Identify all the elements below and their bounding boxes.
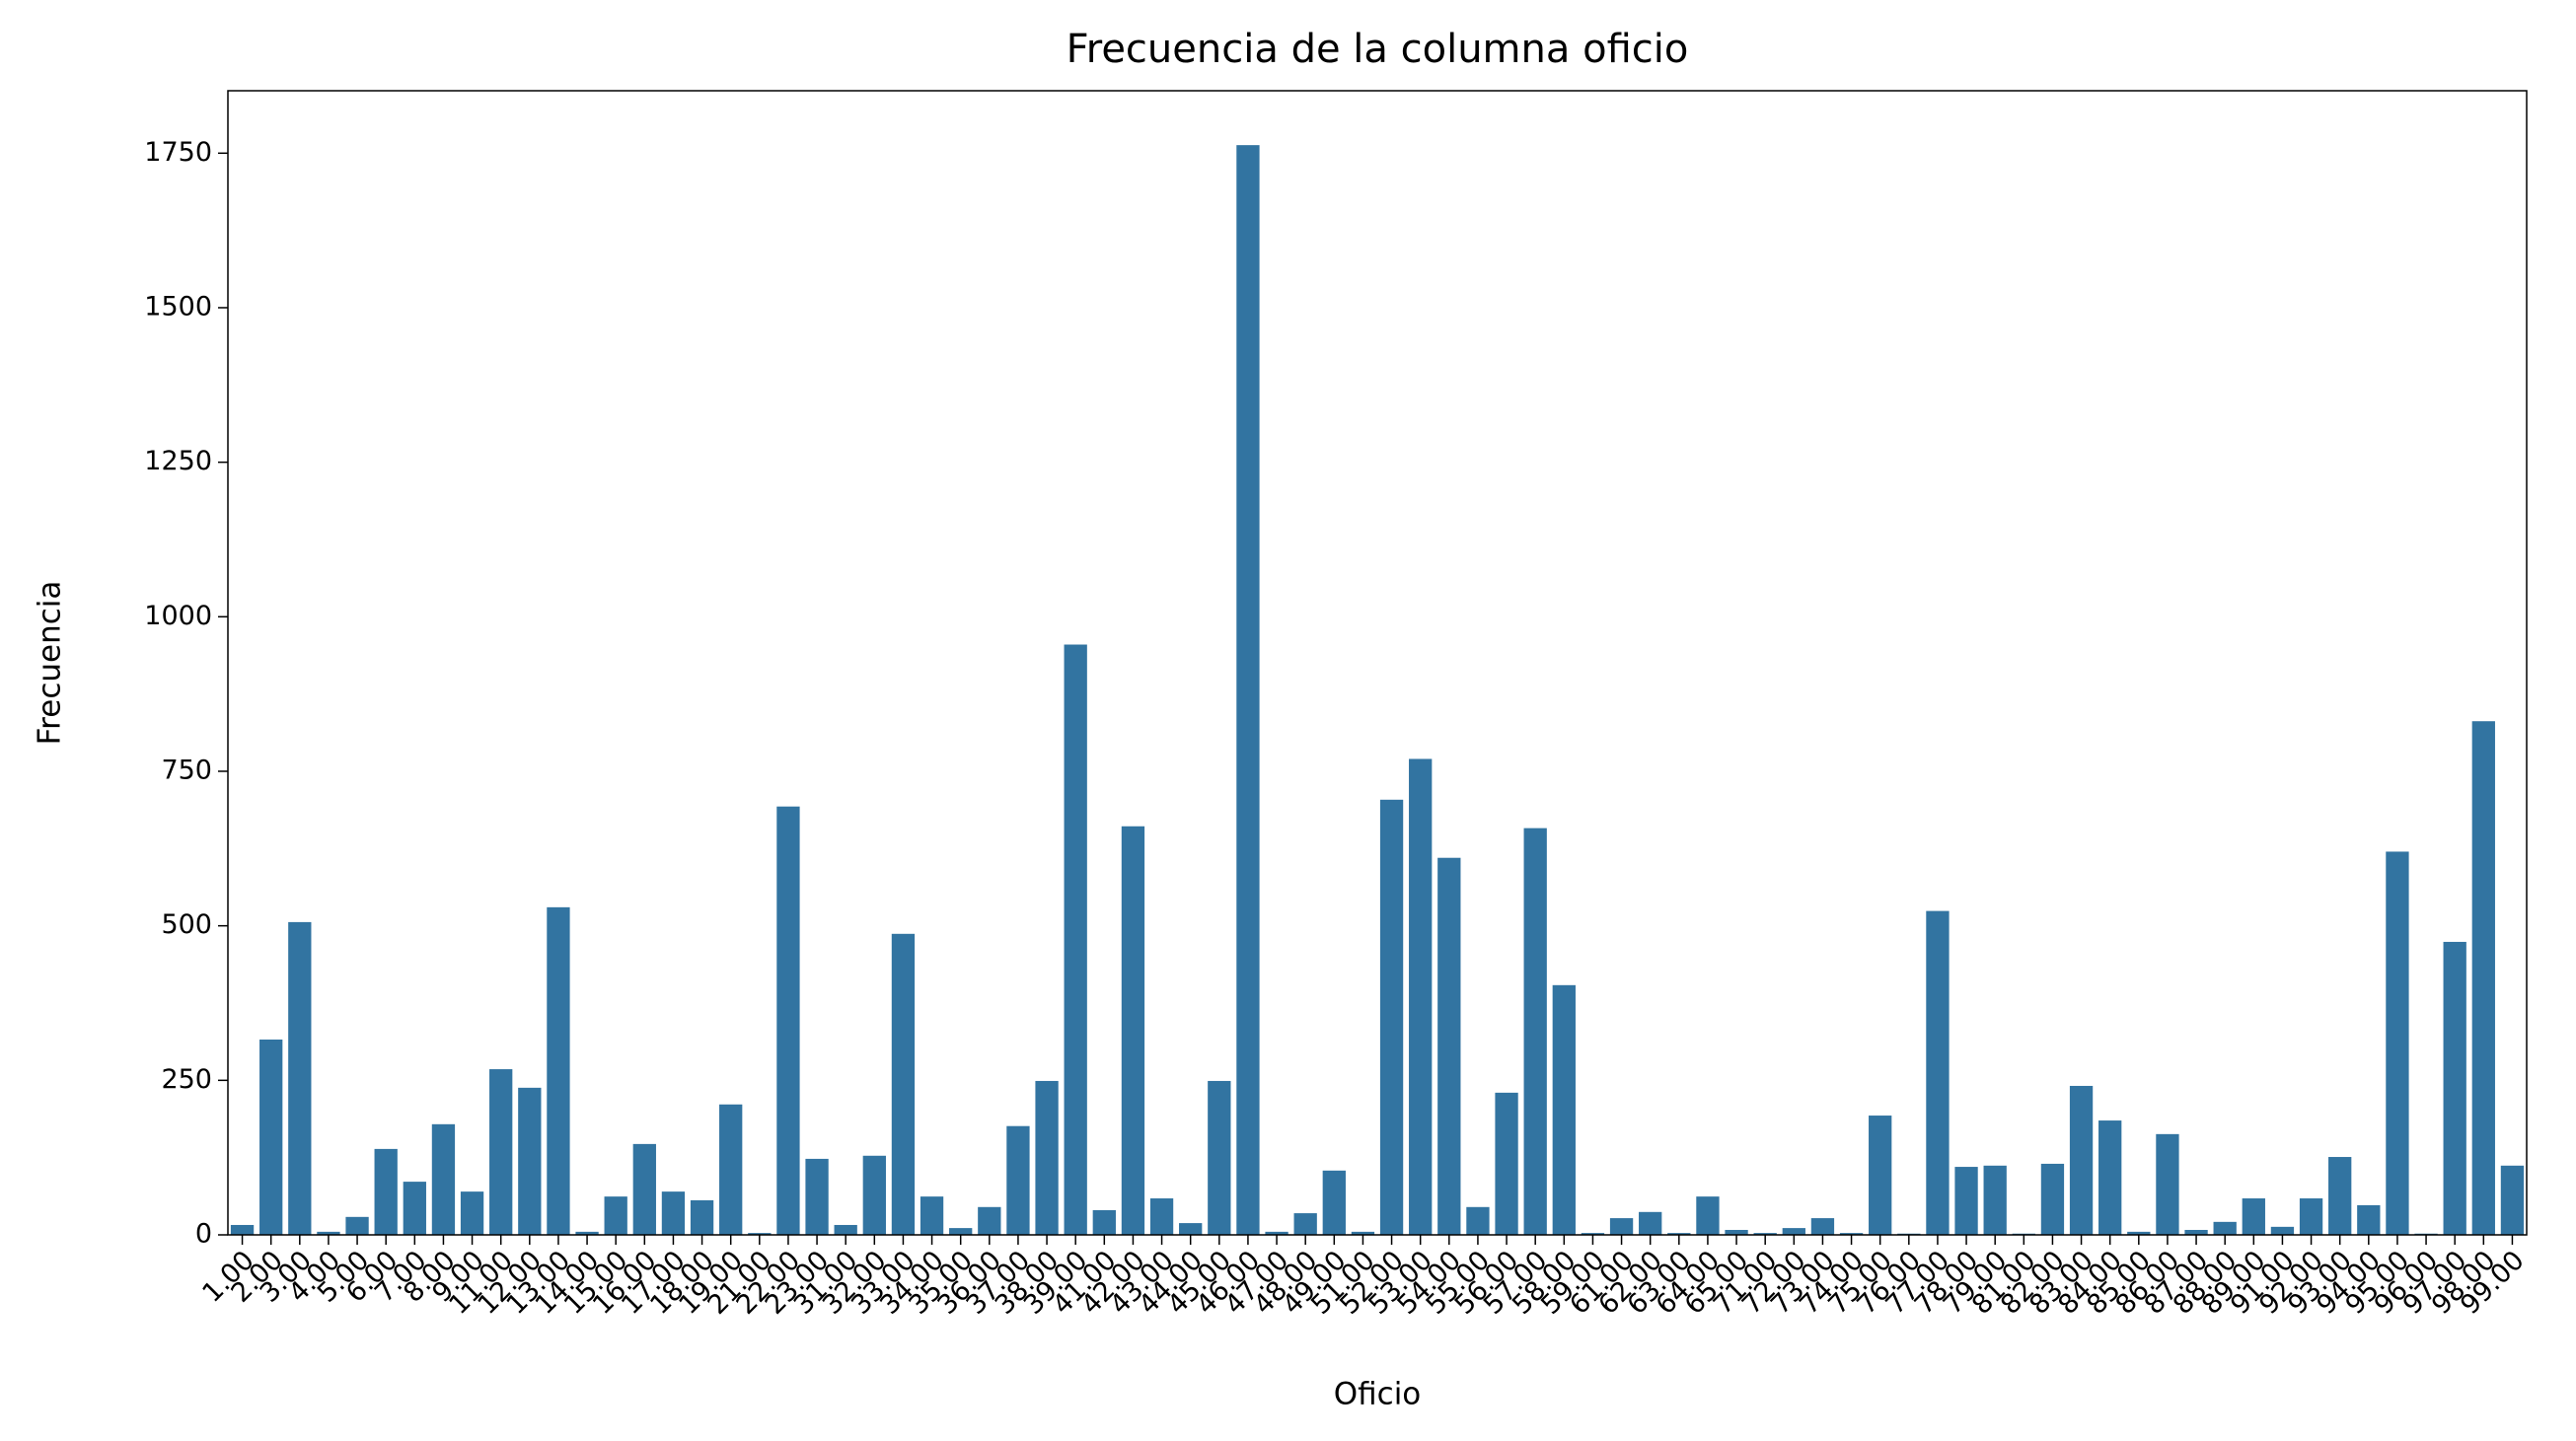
bar (891, 933, 916, 1235)
bar (2299, 1198, 2323, 1235)
bar (1495, 1092, 1518, 1235)
bar (661, 1191, 686, 1235)
bar (1351, 1231, 1375, 1235)
bar (2357, 1204, 2381, 1235)
bar (1869, 1116, 1892, 1235)
bar (1035, 1080, 1059, 1235)
bar (460, 1191, 484, 1235)
bar (2328, 1157, 2352, 1235)
bar (1753, 1233, 1777, 1235)
y-tick-label: 0 (195, 1219, 212, 1250)
bar (2443, 941, 2466, 1235)
bar (1322, 1170, 1346, 1235)
bar (2184, 1229, 2208, 1235)
bar (2127, 1231, 2151, 1235)
y-tick-label: 1000 (144, 601, 212, 631)
bar (1552, 984, 1576, 1235)
bar (2242, 1198, 2265, 1235)
bar (288, 921, 312, 1235)
bar (403, 1182, 426, 1235)
bar (1523, 828, 1547, 1235)
bar (719, 1104, 743, 1235)
bar (2069, 1085, 2094, 1235)
bar (604, 1196, 627, 1235)
chart-title: Frecuencia de la columna oficio (1067, 27, 1689, 72)
bar (575, 1231, 599, 1235)
bar (518, 1087, 542, 1235)
bar (1926, 910, 1950, 1235)
bar (2270, 1226, 2295, 1235)
x-axis-label: Oficio (1334, 1377, 1422, 1412)
bar (2040, 1163, 2065, 1235)
bar (1092, 1209, 1116, 1235)
bar (1696, 1196, 1720, 1235)
bar (431, 1123, 456, 1235)
bar (1810, 1218, 1835, 1235)
y-axis-label: Frecuencia (33, 581, 68, 746)
bar (1437, 857, 1461, 1235)
bar (345, 1216, 369, 1235)
bar (1782, 1228, 1805, 1235)
bar (1466, 1206, 1490, 1235)
bar (1379, 799, 1404, 1235)
bar (776, 806, 800, 1235)
bar (1581, 1233, 1605, 1235)
bar (230, 1224, 255, 1235)
plot-frame (227, 90, 2528, 1236)
bar (748, 1233, 772, 1235)
bar (2213, 1221, 2237, 1235)
bar (259, 1039, 283, 1235)
bar (1265, 1231, 1288, 1235)
y-tick-label: 750 (161, 755, 212, 785)
bar (489, 1069, 513, 1235)
bar (920, 1196, 944, 1235)
bar (862, 1155, 886, 1235)
bar (632, 1143, 656, 1235)
bar (1293, 1213, 1317, 1235)
bar (805, 1158, 829, 1235)
bar (1667, 1233, 1691, 1235)
bar (317, 1231, 340, 1235)
bar (374, 1148, 398, 1235)
bar (1639, 1211, 1662, 1235)
bar (547, 906, 570, 1235)
y-tick-label: 500 (161, 909, 212, 940)
bar (1409, 758, 1433, 1235)
bar (1179, 1223, 1203, 1235)
y-tick-label: 250 (161, 1064, 212, 1095)
y-tick-label: 1750 (144, 137, 212, 168)
bar (1208, 1080, 1231, 1235)
bar (2156, 1133, 2179, 1235)
y-tick-label: 1500 (144, 291, 212, 322)
bar (978, 1206, 1001, 1235)
bar (2386, 851, 2409, 1235)
bar (1983, 1165, 2007, 1235)
bar (834, 1224, 857, 1235)
bar (1954, 1167, 1978, 1235)
y-tick-label: 1250 (144, 446, 212, 476)
bar (2098, 1120, 2122, 1235)
bar (2500, 1165, 2525, 1235)
bar (1121, 826, 1145, 1235)
bar (690, 1199, 714, 1235)
bar (1236, 145, 1260, 1236)
bar (1609, 1218, 1634, 1235)
bar (1149, 1198, 1174, 1235)
bar (949, 1228, 973, 1235)
bar (1006, 1125, 1030, 1235)
bar (1725, 1229, 1748, 1235)
bar (1839, 1233, 1864, 1235)
bar (1064, 644, 1087, 1235)
bar (2471, 721, 2495, 1235)
